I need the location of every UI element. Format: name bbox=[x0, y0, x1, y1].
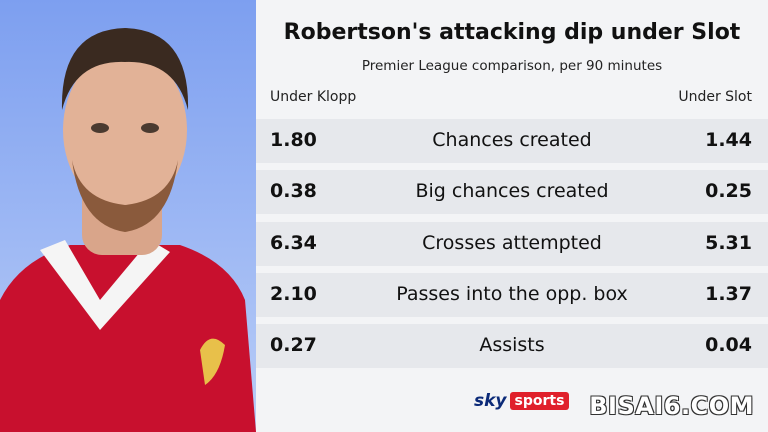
stat-label: Assists bbox=[479, 334, 545, 357]
sky-sports-logo: sky sports bbox=[474, 390, 570, 412]
klopp-value: 1.80 bbox=[270, 129, 317, 151]
title: Robertson's attacking dip under Slot bbox=[283, 20, 741, 45]
logo-text: sky bbox=[474, 391, 507, 411]
slot-value: 0.04 bbox=[705, 334, 752, 357]
table-row: 2.10 Passes into the opp. box 1.37 bbox=[256, 272, 768, 317]
column-header: Under Slot bbox=[678, 89, 752, 105]
stat-label: Big chances created bbox=[415, 180, 609, 203]
table-row: 0.38 Big chances created 0.25 bbox=[256, 170, 768, 215]
klopp-value: 2.10 bbox=[270, 282, 317, 305]
stat-label: Chances created bbox=[432, 129, 592, 151]
slot-value: 5.31 bbox=[705, 231, 752, 254]
slot-value: 0.25 bbox=[705, 180, 752, 203]
column-header: Under Klopp bbox=[270, 89, 357, 105]
klopp-value: 0.38 bbox=[270, 180, 317, 203]
klopp-value: 6.34 bbox=[270, 231, 317, 254]
stats-panel: Robertson's attacking dip under Slot Pre… bbox=[256, 0, 768, 432]
slot-value: 1.44 bbox=[705, 129, 752, 151]
stat-label: Crosses attempted bbox=[422, 231, 602, 254]
stat-label: Passes into the opp. box bbox=[396, 282, 628, 305]
subtitle: Premier League comparison, per 90 minute… bbox=[361, 58, 663, 74]
slot-value: 1.37 bbox=[705, 282, 752, 305]
klopp-value: 0.27 bbox=[270, 334, 317, 357]
table-row: 0.27 Assists 0.04 bbox=[256, 324, 768, 369]
watermark: BISAI6.COM bbox=[589, 392, 754, 420]
player-photo bbox=[0, 0, 256, 432]
table-row: 6.34 Crosses attempted 5.31 bbox=[256, 221, 768, 266]
table-row: 1.80 Chances created 1.44 bbox=[256, 119, 768, 163]
logo-text: sports bbox=[509, 392, 570, 410]
